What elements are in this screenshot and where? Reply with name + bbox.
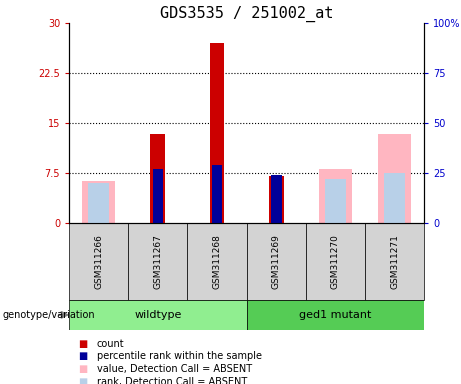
Bar	[153, 169, 163, 223]
Bar	[188, 223, 247, 300]
Text: ged1 mutant: ged1 mutant	[299, 310, 372, 320]
Title: GDS3535 / 251002_at: GDS3535 / 251002_at	[160, 5, 333, 22]
Bar	[69, 223, 128, 300]
Bar	[150, 134, 165, 223]
Text: value, Detection Call = ABSENT: value, Detection Call = ABSENT	[97, 364, 252, 374]
Bar	[212, 165, 222, 223]
Text: wildtype: wildtype	[134, 310, 182, 320]
Text: count: count	[97, 339, 124, 349]
Text: GSM311271: GSM311271	[390, 234, 399, 288]
Text: ■: ■	[78, 339, 88, 349]
Text: ■: ■	[78, 364, 88, 374]
Text: GSM311267: GSM311267	[154, 234, 162, 288]
Bar	[306, 223, 365, 300]
Text: GSM311270: GSM311270	[331, 234, 340, 288]
Bar	[271, 175, 282, 223]
Bar	[83, 182, 115, 223]
Bar	[378, 134, 411, 223]
Bar	[89, 183, 109, 223]
Bar	[247, 223, 306, 300]
Bar	[247, 300, 424, 330]
Text: GSM311268: GSM311268	[213, 234, 222, 288]
Text: ■: ■	[78, 351, 88, 361]
Bar	[384, 173, 405, 223]
Bar	[128, 223, 188, 300]
Text: genotype/variation: genotype/variation	[2, 310, 95, 320]
Bar	[319, 169, 352, 223]
Text: percentile rank within the sample: percentile rank within the sample	[97, 351, 262, 361]
Bar	[210, 43, 225, 223]
Text: GSM311266: GSM311266	[94, 234, 103, 288]
Bar	[69, 300, 247, 330]
Text: GSM311269: GSM311269	[272, 234, 281, 288]
Bar	[365, 223, 424, 300]
Bar	[325, 179, 346, 223]
Bar	[269, 176, 284, 223]
Text: ■: ■	[78, 377, 88, 384]
Text: rank, Detection Call = ABSENT: rank, Detection Call = ABSENT	[97, 377, 247, 384]
